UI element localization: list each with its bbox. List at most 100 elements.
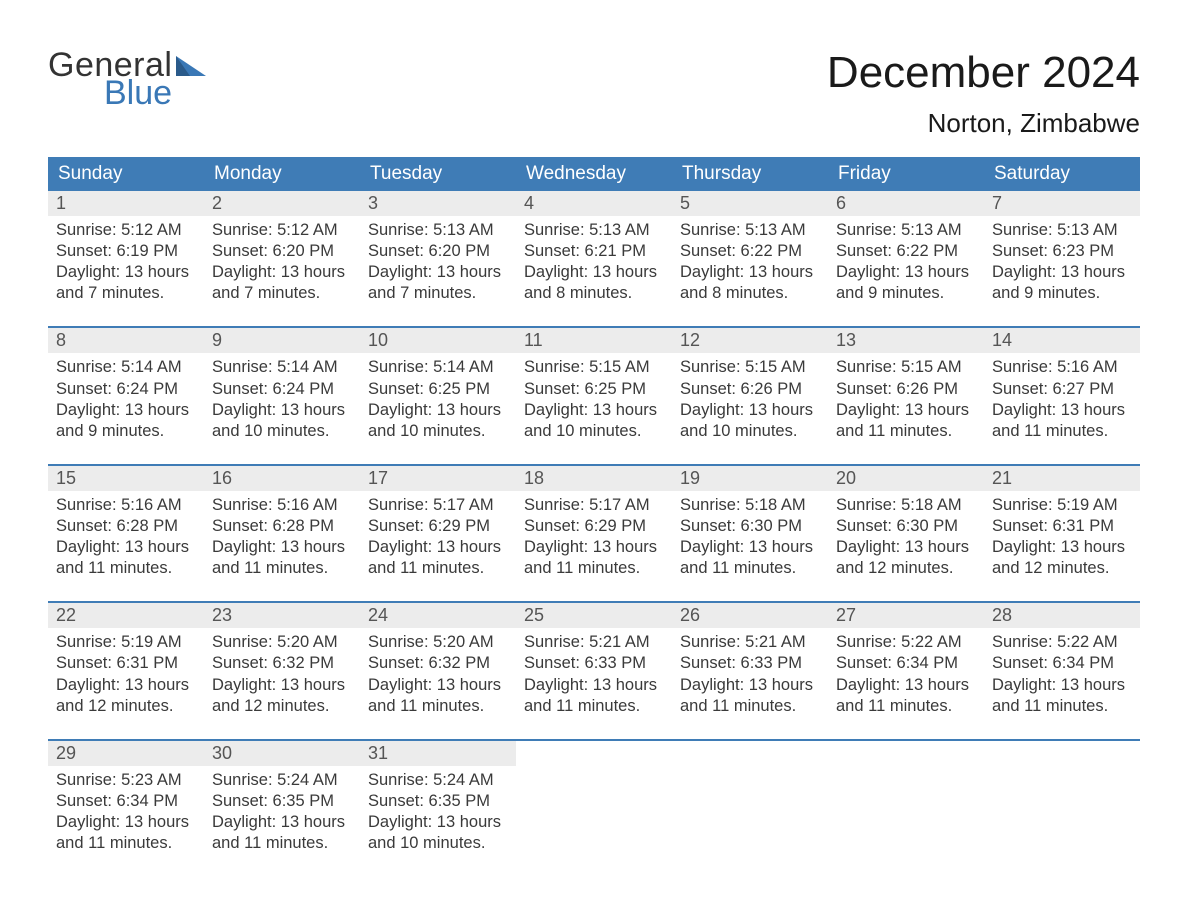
sunset-line: Sunset: 6:34 PM [836, 653, 976, 674]
calendar-day-cell: 10Sunrise: 5:14 AMSunset: 6:25 PMDayligh… [360, 327, 516, 464]
calendar-day-cell: 3Sunrise: 5:13 AMSunset: 6:20 PMDaylight… [360, 191, 516, 327]
weekday-header: Thursday [672, 157, 828, 191]
day-body: Sunrise: 5:22 AMSunset: 6:34 PMDaylight:… [828, 628, 984, 738]
sunset-line: Sunset: 6:29 PM [368, 516, 508, 537]
header-row: General Blue December 2024 Norton, Zimba… [48, 48, 1140, 139]
day-number: 6 [828, 191, 984, 216]
day-body: Sunrise: 5:17 AMSunset: 6:29 PMDaylight:… [516, 491, 672, 601]
day-body: Sunrise: 5:15 AMSunset: 6:26 PMDaylight:… [672, 353, 828, 463]
daylight-line: Daylight: 13 hours and 7 minutes. [56, 262, 196, 304]
day-number: 12 [672, 328, 828, 353]
sunset-line: Sunset: 6:26 PM [680, 379, 820, 400]
sunset-line: Sunset: 6:23 PM [992, 241, 1132, 262]
daylight-line: Daylight: 13 hours and 11 minutes. [836, 400, 976, 442]
sunrise-line: Sunrise: 5:16 AM [992, 357, 1132, 378]
daylight-line: Daylight: 13 hours and 7 minutes. [212, 262, 352, 304]
calendar-day-cell: 9Sunrise: 5:14 AMSunset: 6:24 PMDaylight… [204, 327, 360, 464]
sunrise-line: Sunrise: 5:12 AM [212, 220, 352, 241]
sunrise-line: Sunrise: 5:17 AM [524, 495, 664, 516]
day-body: Sunrise: 5:16 AMSunset: 6:27 PMDaylight:… [984, 353, 1140, 463]
daylight-line: Daylight: 13 hours and 11 minutes. [368, 537, 508, 579]
sunrise-line: Sunrise: 5:16 AM [212, 495, 352, 516]
day-body: Sunrise: 5:15 AMSunset: 6:25 PMDaylight:… [516, 353, 672, 463]
calendar-day-cell: 29 Sunrise: 5:23 AMSunset: 6:34 PMDayligh… [48, 740, 204, 876]
daylight-line: Daylight: 13 hours and 11 minutes. [992, 675, 1132, 717]
day-body: Sunrise: 5:21 AMSunset: 6:33 PMDaylight:… [672, 628, 828, 738]
calendar-day-cell: 28Sunrise: 5:22 AMSunset: 6:34 PMDayligh… [984, 602, 1140, 739]
day-body: Sunrise: 5:13 AMSunset: 6:20 PMDaylight:… [360, 216, 516, 326]
calendar-day-cell: 16Sunrise: 5:16 AMSunset: 6:28 PMDayligh… [204, 465, 360, 602]
day-body: Sunrise: 5:18 AMSunset: 6:30 PMDaylight:… [672, 491, 828, 601]
daylight-line: Daylight: 13 hours and 9 minutes. [992, 262, 1132, 304]
calendar-day-cell: 1Sunrise: 5:12 AMSunset: 6:19 PMDaylight… [48, 191, 204, 327]
day-body: Sunrise: 5:19 AMSunset: 6:31 PMDaylight:… [984, 491, 1140, 601]
day-number: 17 [360, 466, 516, 491]
calendar-day-cell [516, 740, 672, 876]
day-body: Sunrise: 5:22 AMSunset: 6:34 PMDaylight:… [984, 628, 1140, 738]
weekday-header: Saturday [984, 157, 1140, 191]
sunrise-line: Sunrise: 5:13 AM [368, 220, 508, 241]
calendar-day-cell: 31Sunrise: 5:24 AMSunset: 6:35 PMDayligh… [360, 740, 516, 876]
calendar-week-row: 1Sunrise: 5:12 AMSunset: 6:19 PMDaylight… [48, 191, 1140, 327]
daylight-line: Daylight: 13 hours and 9 minutes. [836, 262, 976, 304]
day-body: Sunrise: 5:13 AMSunset: 6:23 PMDaylight:… [984, 216, 1140, 326]
weekday-header: Wednesday [516, 157, 672, 191]
calendar-week-row: 8Sunrise: 5:14 AMSunset: 6:24 PMDaylight… [48, 327, 1140, 464]
calendar-day-cell: 25Sunrise: 5:21 AMSunset: 6:33 PMDayligh… [516, 602, 672, 739]
brand-logo: General Blue [48, 48, 210, 110]
sunrise-line: Sunrise: 5:14 AM [368, 357, 508, 378]
daylight-line: Daylight: 13 hours and 11 minutes. [56, 537, 196, 579]
day-number: 11 [516, 328, 672, 353]
day-number: 9 [204, 328, 360, 353]
daylight-line: Daylight: 13 hours and 11 minutes. [992, 400, 1132, 442]
day-body: Sunrise: 5:24 AMSunset: 6:35 PMDaylight:… [204, 766, 360, 876]
daylight-line: Daylight: 13 hours and 11 minutes. [56, 812, 196, 854]
weekday-header: Tuesday [360, 157, 516, 191]
sunset-line: Sunset: 6:35 PM [368, 791, 508, 812]
sunset-line: Sunset: 6:28 PM [56, 516, 196, 537]
day-number: 4 [516, 191, 672, 216]
daylight-line: Daylight: 13 hours and 10 minutes. [680, 400, 820, 442]
calendar-day-cell: 13Sunrise: 5:15 AMSunset: 6:26 PMDayligh… [828, 327, 984, 464]
calendar-week-row: 22Sunrise: 5:19 AMSunset: 6:31 PMDayligh… [48, 602, 1140, 739]
daylight-line: Daylight: 13 hours and 12 minutes. [836, 537, 976, 579]
location-label: Norton, Zimbabwe [827, 108, 1140, 139]
sunrise-line: Sunrise: 5:15 AM [680, 357, 820, 378]
calendar-day-cell [828, 740, 984, 876]
sunrise-line: Sunrise: 5:13 AM [992, 220, 1132, 241]
sunset-line: Sunset: 6:26 PM [836, 379, 976, 400]
daylight-line: Daylight: 13 hours and 10 minutes. [368, 400, 508, 442]
sunset-line: Sunset: 6:20 PM [368, 241, 508, 262]
sunrise-line: Sunrise: 5:21 AM [524, 632, 664, 653]
day-body: Sunrise: 5:18 AMSunset: 6:30 PMDaylight:… [828, 491, 984, 601]
sunset-line: Sunset: 6:24 PM [212, 379, 352, 400]
calendar-page: General Blue December 2024 Norton, Zimba… [0, 0, 1188, 916]
sunset-line: Sunset: 6:34 PM [56, 791, 196, 812]
calendar-day-cell [672, 740, 828, 876]
sunset-line: Sunset: 6:20 PM [212, 241, 352, 262]
calendar-day-cell: 17Sunrise: 5:17 AMSunset: 6:29 PMDayligh… [360, 465, 516, 602]
calendar-day-cell: 18Sunrise: 5:17 AMSunset: 6:29 PMDayligh… [516, 465, 672, 602]
day-number: 29 [48, 741, 204, 766]
sunset-line: Sunset: 6:35 PM [212, 791, 352, 812]
weekday-header-row: Sunday Monday Tuesday Wednesday Thursday… [48, 157, 1140, 191]
day-body: Sunrise: 5:14 AMSunset: 6:25 PMDaylight:… [360, 353, 516, 463]
sunset-line: Sunset: 6:21 PM [524, 241, 664, 262]
calendar-day-cell: 14Sunrise: 5:16 AMSunset: 6:27 PMDayligh… [984, 327, 1140, 464]
sunrise-line: Sunrise: 5:20 AM [212, 632, 352, 653]
daylight-line: Daylight: 13 hours and 9 minutes. [56, 400, 196, 442]
sunset-line: Sunset: 6:31 PM [992, 516, 1132, 537]
sunrise-line: Sunrise: 5:23 AM [56, 770, 196, 791]
sunset-line: Sunset: 6:22 PM [680, 241, 820, 262]
calendar-day-cell [984, 740, 1140, 876]
weekday-header: Sunday [48, 157, 204, 191]
sunset-line: Sunset: 6:25 PM [368, 379, 508, 400]
calendar-day-cell: 15Sunrise: 5:16 AMSunset: 6:28 PMDayligh… [48, 465, 204, 602]
day-body: Sunrise: 5:17 AMSunset: 6:29 PMDaylight:… [360, 491, 516, 601]
sunset-line: Sunset: 6:32 PM [368, 653, 508, 674]
sunset-line: Sunset: 6:33 PM [524, 653, 664, 674]
day-number: 3 [360, 191, 516, 216]
day-body: Sunrise: 5:15 AMSunset: 6:26 PMDaylight:… [828, 353, 984, 463]
sunrise-line: Sunrise: 5:13 AM [524, 220, 664, 241]
daylight-line: Daylight: 13 hours and 8 minutes. [680, 262, 820, 304]
